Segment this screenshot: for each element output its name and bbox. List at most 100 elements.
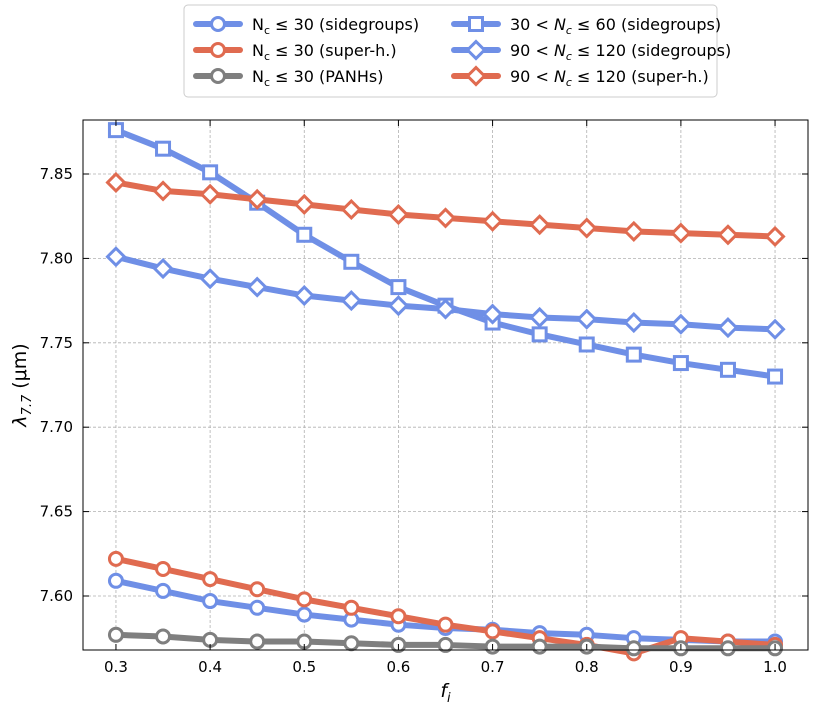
data-point <box>482 303 504 325</box>
legend-entry: Nc ≤ 30 (super-h.) <box>193 41 397 63</box>
data-point <box>390 608 407 625</box>
data-point <box>719 640 736 657</box>
data-point <box>343 599 360 616</box>
data-point <box>105 246 127 268</box>
x-tick-label: 0.4 <box>198 658 222 676</box>
data-point <box>576 308 598 330</box>
legend-label: Nc ≤ 30 (super-h.) <box>252 41 397 63</box>
legend-marker <box>210 68 226 84</box>
grid-lines <box>83 120 808 650</box>
data-point <box>202 164 219 181</box>
data-point <box>340 290 362 312</box>
data-point <box>576 217 598 239</box>
data-point <box>296 591 313 608</box>
legend-marker <box>468 16 484 32</box>
series-3 <box>107 626 784 657</box>
data-point <box>719 361 736 378</box>
data-point <box>670 222 692 244</box>
data-point <box>155 582 172 599</box>
y-tick-label: 7.85 <box>40 165 73 183</box>
data-point <box>296 226 313 243</box>
x-tick-label: 1.0 <box>763 658 787 676</box>
y-tick-label: 7.80 <box>40 249 73 267</box>
data-point <box>387 295 409 317</box>
data-point <box>437 616 454 633</box>
data-point <box>293 193 315 215</box>
legend-entry: 30 < Nc ≤ 60 (sidegroups) <box>451 15 721 37</box>
data-point <box>764 225 786 248</box>
data-point <box>199 183 221 205</box>
data-point <box>670 313 692 335</box>
data-point <box>246 276 268 298</box>
legend-marker <box>465 65 487 87</box>
data-point <box>625 346 642 363</box>
legend-entry: Nc ≤ 30 (PANHs) <box>193 67 383 89</box>
data-point <box>717 317 739 339</box>
data-point <box>764 318 786 340</box>
data-point <box>672 355 689 372</box>
x-axis-label: fi <box>440 680 451 706</box>
data-point <box>340 198 362 221</box>
data-point <box>246 188 268 210</box>
data-point <box>107 572 124 589</box>
data-point <box>249 599 266 616</box>
plot-frame <box>82 119 809 651</box>
data-point <box>529 214 551 236</box>
data-point <box>152 257 174 280</box>
data-point <box>202 571 219 588</box>
data-point <box>578 336 595 353</box>
data-point <box>343 635 360 652</box>
data-point <box>107 550 124 567</box>
data-point <box>293 284 315 307</box>
legend-label: 90 < Nc ≤ 120 (super-h.) <box>510 67 709 89</box>
y-tick-label: 7.65 <box>40 503 73 521</box>
legend-entry: 90 < Nc ≤ 120 (super-h.) <box>451 65 709 89</box>
x-tick-label: 0.8 <box>575 658 599 676</box>
data-point <box>343 253 360 270</box>
data-point <box>437 636 454 653</box>
data-point <box>717 224 739 246</box>
axis-ticks: 0.3 0.4 0.5 0.6 0.7 0.8 0.9 1.0 7.60 7.65 7.70 7.75… <box>40 120 808 676</box>
data-point <box>434 207 457 229</box>
data-point <box>623 311 645 334</box>
legend-label: 90 < Nc ≤ 120 (sidegroups) <box>510 41 731 63</box>
x-tick-label: 0.6 <box>386 658 410 676</box>
series-6 <box>105 171 786 248</box>
y-tick-label: 7.60 <box>40 587 73 605</box>
legend-marker <box>210 16 226 32</box>
data-point <box>199 268 221 290</box>
legend-marker <box>465 39 487 61</box>
legend-marker <box>210 42 226 58</box>
series-layer <box>105 122 786 662</box>
legend-frame <box>183 4 718 98</box>
data-point <box>482 210 504 232</box>
data-point <box>529 306 551 329</box>
legend: Nc ≤ 30 (sidegroups) Nc ≤ 30 (super-h.) Nc… <box>183 4 731 98</box>
y-tick-label: 7.75 <box>40 334 73 352</box>
data-point <box>387 203 409 226</box>
data-point <box>531 326 548 343</box>
data-point <box>531 638 548 655</box>
data-point <box>767 368 784 385</box>
legend-entry: 90 < Nc ≤ 120 (sidegroups) <box>451 39 731 63</box>
legend-label: Nc ≤ 30 (PANHs) <box>252 67 383 89</box>
series-5 <box>105 246 786 340</box>
data-point <box>155 560 172 577</box>
x-tick-label: 0.5 <box>292 658 316 676</box>
legend-label: 30 < Nc ≤ 60 (sidegroups) <box>510 15 721 37</box>
data-point <box>155 628 172 645</box>
data-point <box>625 640 642 657</box>
data-point <box>202 593 219 610</box>
x-tick-label: 0.7 <box>481 658 505 676</box>
data-point <box>152 180 174 202</box>
data-point <box>155 140 172 157</box>
data-point <box>623 220 645 242</box>
data-point <box>296 606 313 623</box>
data-point <box>249 633 266 650</box>
data-point <box>484 623 501 640</box>
y-axis-label: λ7.7 (μm) <box>9 343 35 427</box>
data-point <box>434 298 457 320</box>
data-point <box>105 171 127 194</box>
x-tick-label: 0.3 <box>104 658 128 676</box>
